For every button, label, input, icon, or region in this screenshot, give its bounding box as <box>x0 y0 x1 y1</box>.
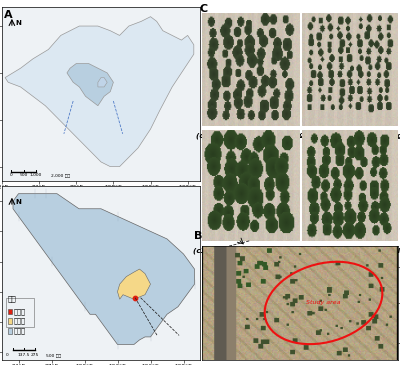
Bar <box>8 308 12 314</box>
Text: 500: 500 <box>20 173 28 177</box>
Text: 137.5: 137.5 <box>18 353 30 357</box>
Text: 0: 0 <box>10 173 13 177</box>
Text: C: C <box>200 4 208 14</box>
Text: B: B <box>194 231 202 241</box>
Text: 2,000 千米: 2,000 千米 <box>51 173 70 177</box>
Text: A: A <box>4 9 12 20</box>
Text: (c2) 2022/6/2 10meters high: (c2) 2022/6/2 10meters high <box>292 133 400 139</box>
Text: 0: 0 <box>6 353 9 357</box>
Text: 500 千米: 500 千米 <box>46 353 61 357</box>
Text: (c4) 2022/6/21 10meters high: (c4) 2022/6/21 10meters high <box>290 247 400 254</box>
Text: 图例: 图例 <box>8 296 16 302</box>
Polygon shape <box>118 269 150 299</box>
Text: N: N <box>16 199 22 205</box>
Polygon shape <box>13 194 194 345</box>
Text: N: N <box>16 20 22 26</box>
Text: 275: 275 <box>31 353 39 357</box>
Text: 陆西县: 陆西县 <box>14 308 26 315</box>
Text: (c1) 2022/6/2 5meters high: (c1) 2022/6/2 5meters high <box>196 133 306 139</box>
Bar <box>8 318 12 324</box>
Polygon shape <box>98 78 107 87</box>
Text: 1,000: 1,000 <box>30 173 42 177</box>
Text: Study area: Study area <box>306 300 341 306</box>
Polygon shape <box>5 17 194 166</box>
Bar <box>8 328 12 334</box>
Text: (c3) 2022/6/21 5meters high: (c3) 2022/6/21 5meters high <box>193 247 309 254</box>
Point <box>132 295 138 301</box>
Text: 甘肃省: 甘肃省 <box>14 327 26 334</box>
Polygon shape <box>67 64 113 106</box>
Text: 定西市: 定西市 <box>14 318 26 324</box>
